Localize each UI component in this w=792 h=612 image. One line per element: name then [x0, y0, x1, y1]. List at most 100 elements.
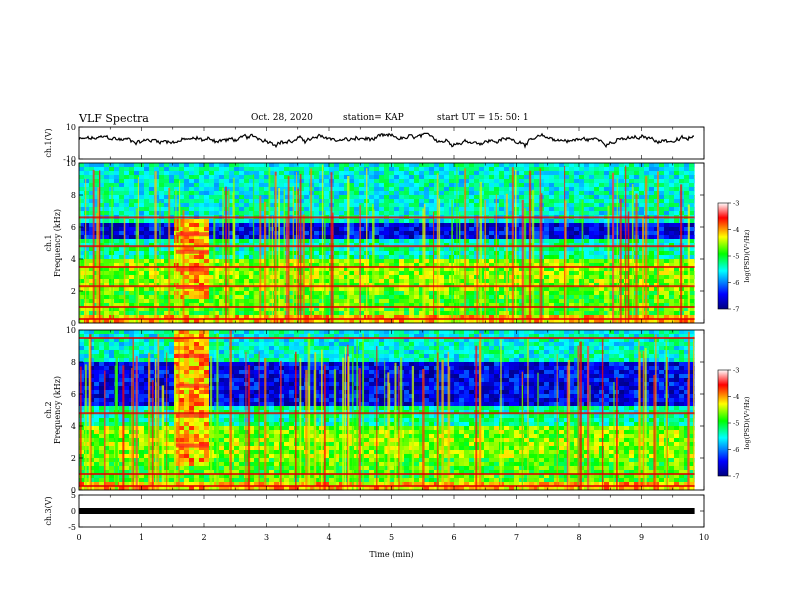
spectrogram-cell	[189, 175, 194, 180]
spectrogram-cell	[569, 239, 574, 244]
spectrogram-cell	[119, 183, 124, 188]
spectrogram-cell	[569, 275, 574, 280]
spectrogram-cell	[684, 227, 689, 232]
spectrogram-cell	[219, 259, 224, 264]
spectrogram-cell	[549, 303, 554, 308]
spectrogram-cell	[624, 207, 629, 212]
spectrogram-cell	[619, 167, 624, 172]
spectrogram-cell	[694, 195, 695, 200]
spectrogram-cell	[694, 255, 695, 260]
spectrogram-cell	[384, 191, 389, 196]
spectrogram-cell	[269, 319, 274, 324]
spectrogram-cell	[629, 251, 634, 256]
spectrogram-cell	[269, 207, 274, 212]
spectrogram-cell	[374, 247, 379, 252]
spectrogram-cell	[464, 239, 469, 244]
spectrogram-cell	[654, 183, 659, 188]
spectrogram-cell	[519, 179, 524, 184]
spectrogram-cell	[399, 311, 404, 316]
spectrogram-cell	[394, 255, 399, 260]
spectrogram-cell	[419, 263, 424, 268]
spectrogram-cell	[404, 163, 409, 168]
spectrogram-cell	[234, 295, 239, 300]
spectrogram-cell	[164, 255, 169, 260]
spectrogram-cell	[559, 191, 564, 196]
spectrogram-cell	[629, 203, 634, 208]
spectrogram-cell	[389, 315, 394, 320]
sferic-streak	[524, 208, 527, 323]
spectrogram-cell	[499, 235, 504, 240]
spectrogram-cell	[394, 303, 399, 308]
spectrogram-cell	[394, 163, 399, 168]
spectrogram-cell	[599, 199, 604, 204]
spectrogram-cell	[104, 179, 109, 184]
spectrogram-cell	[129, 167, 134, 172]
spectrogram-cell	[694, 279, 695, 284]
spectrogram-cell	[214, 183, 219, 188]
spectrogram-cell	[324, 167, 329, 172]
spectrogram-cell	[279, 295, 284, 300]
spectrogram-cell	[624, 223, 629, 228]
spectrogram-cell	[264, 247, 269, 252]
spectrogram-cell	[694, 163, 695, 168]
spectrogram-cell	[554, 287, 559, 292]
spectrogram-cell	[99, 191, 104, 196]
spectrogram-cell	[374, 167, 379, 172]
spectrogram-cell	[604, 195, 609, 200]
spectrogram-cell	[439, 291, 444, 296]
spectrogram-cell	[484, 299, 489, 304]
spectrogram-cell	[189, 311, 194, 316]
spectrogram-cell	[79, 175, 84, 180]
spectrogram-cell	[159, 271, 164, 276]
spectrogram-cell	[574, 187, 579, 192]
spectrogram-cell	[119, 195, 124, 200]
spectrogram-cell	[289, 235, 294, 240]
spectrogram-cell	[229, 171, 234, 176]
spectrogram-cell	[84, 259, 89, 264]
spectrogram-cell	[114, 211, 119, 216]
spectrogram-cell	[214, 223, 219, 228]
spectrogram-cell	[124, 163, 129, 168]
spectrogram-cell	[379, 239, 384, 244]
spectrogram-cell	[244, 275, 249, 280]
spectrogram-cell	[149, 175, 154, 180]
spectrogram-cell	[409, 295, 414, 300]
spectrogram-cell	[84, 235, 89, 240]
spectrogram-cell	[119, 247, 124, 252]
spectrogram-cell	[649, 307, 654, 312]
spectrogram-cell	[654, 175, 659, 180]
spectrogram-cell	[579, 271, 584, 276]
spectrogram-cell	[374, 291, 379, 296]
spectrogram-cell	[544, 303, 549, 308]
spectrogram-cell	[219, 291, 224, 296]
spectrogram-cell	[334, 275, 339, 280]
spectrogram-cell	[599, 311, 604, 316]
spectrogram-cell	[429, 315, 434, 320]
spectrogram-cell	[434, 175, 439, 180]
spectrogram-cell	[664, 187, 669, 192]
spectrogram-cell	[289, 247, 294, 252]
spectrogram-cell	[119, 279, 124, 284]
spectrogram-cell	[404, 263, 409, 268]
spectrogram-cell	[239, 235, 244, 240]
spectrogram-cell	[424, 271, 429, 276]
spectrogram-cell	[379, 183, 384, 188]
spectrogram-cell	[199, 299, 204, 304]
spectrogram-cell	[239, 291, 244, 296]
spectrogram-cell	[434, 311, 439, 316]
spectrogram-cell	[554, 319, 559, 324]
spectrogram-cell	[484, 179, 489, 184]
spectrogram-cell	[434, 219, 439, 224]
spectrogram-cell	[304, 227, 309, 232]
spectrogram-cell	[669, 291, 674, 296]
spectrogram-cell	[554, 191, 559, 196]
spectrogram-cell	[359, 255, 364, 260]
spectrogram-cell	[694, 291, 695, 296]
spectrogram-cell	[559, 247, 564, 252]
spectrogram-cell	[654, 211, 659, 216]
spectrogram-cell	[414, 287, 419, 292]
spectrogram-cell	[459, 303, 464, 308]
spectrogram-cell	[239, 163, 244, 168]
spectrogram-cell	[419, 299, 424, 304]
spectrogram-cell	[289, 251, 294, 256]
